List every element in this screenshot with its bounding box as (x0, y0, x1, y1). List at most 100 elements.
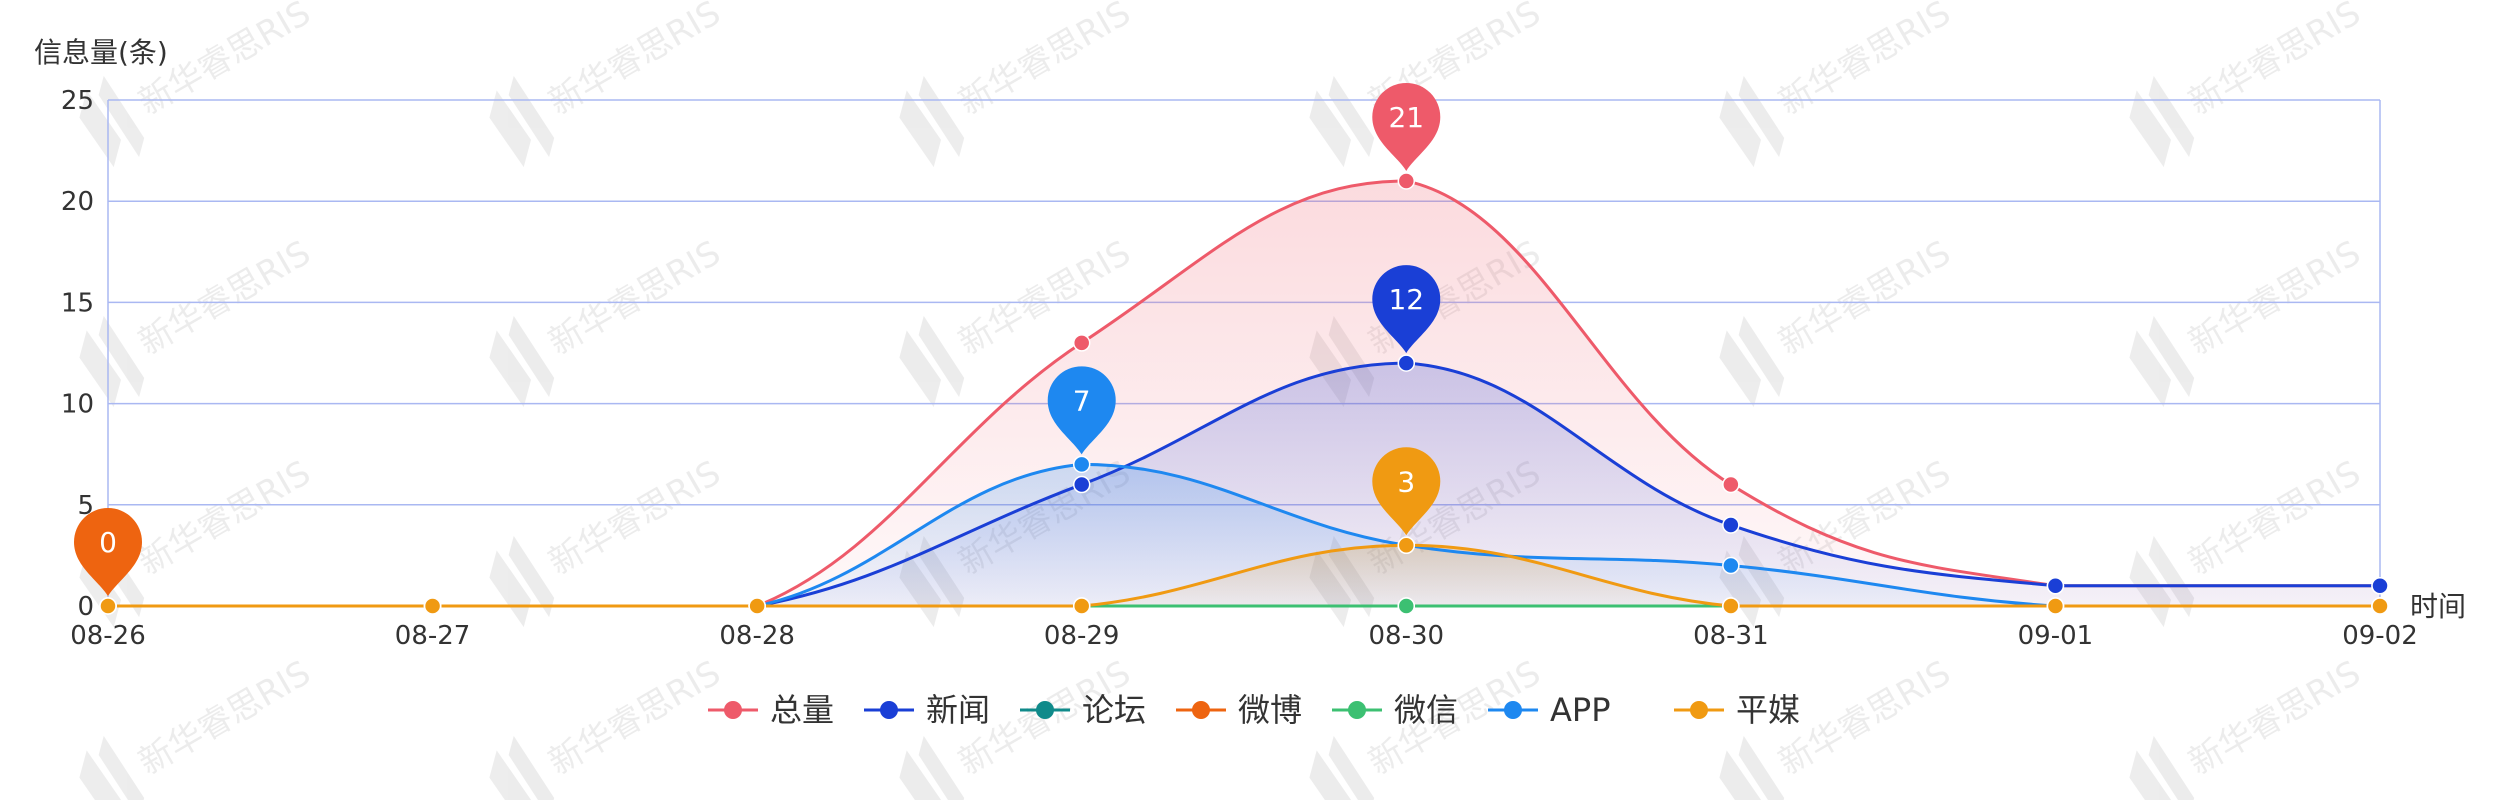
watermark-logo (79, 75, 145, 168)
legend-item-新闻: 新闻 (864, 691, 990, 729)
watermark-logo (2129, 735, 2195, 804)
area-layer (108, 180, 2380, 606)
watermark-text: 新华睿思RIS (132, 233, 318, 363)
watermark-text: 新华睿思RIS (2182, 653, 2368, 783)
data-point (1722, 475, 1740, 494)
watermark-logo (1719, 315, 1785, 408)
pin-marker (1047, 366, 1116, 455)
watermark: 新华睿思RIS (79, 653, 317, 804)
watermark-logo (79, 315, 145, 408)
y-axis-label: 信息量(条) (34, 36, 168, 69)
legend-dot (1036, 701, 1054, 719)
area-平媒 (108, 545, 2380, 606)
pin-label: 7 (1073, 384, 1091, 417)
data-point (2371, 597, 2389, 615)
data-point (99, 597, 117, 615)
watermark-text: 新华睿思RIS (2182, 0, 2368, 123)
max-pin-总量: 21 (1372, 82, 1441, 171)
watermark-text: 新华睿思RIS (542, 0, 728, 123)
legend-dot (880, 701, 898, 719)
data-point (748, 597, 766, 615)
data-point (1072, 334, 1091, 352)
watermark-logo (489, 75, 555, 168)
x-tick-label: 08-29 (1044, 621, 1120, 651)
watermark-text: 新华睿思RIS (2182, 233, 2368, 363)
area-新闻 (108, 363, 2380, 606)
legend-label: 微信 (1394, 691, 1458, 729)
y-tick-label: 15 (61, 288, 94, 318)
watermark-logo (489, 315, 555, 408)
data-point (2046, 577, 2065, 595)
legend-item-微博: 微博 (1176, 691, 1302, 729)
x-tick-label: 08-30 (1369, 621, 1445, 651)
x-axis-label: 时间 (2410, 590, 2466, 623)
watermark-logo (489, 535, 555, 628)
data-point (1397, 536, 1416, 555)
x-tick-label: 08-31 (1693, 621, 1769, 651)
data-point (1722, 516, 1740, 534)
data-point (1072, 475, 1091, 494)
data-point (1722, 556, 1740, 575)
x-tick-label: 09-01 (2018, 621, 2094, 651)
watermark-logo (1309, 735, 1375, 804)
watermark-logo (79, 735, 145, 804)
y-tick-label: 25 (61, 86, 94, 116)
watermark: 新华睿思RIS (489, 453, 727, 628)
watermark: 新华睿思RIS (2129, 233, 2368, 408)
legend-label: 微博 (1238, 691, 1302, 729)
pin-label: 21 (1388, 101, 1424, 134)
watermark-text: 新华睿思RIS (1772, 233, 1958, 363)
legend-dot (1690, 701, 1708, 719)
max-pin-微博: 0 (74, 508, 142, 596)
watermark: 新华睿思RIS (899, 0, 1137, 168)
y-tick-label: 10 (61, 390, 94, 420)
pin-marker (1372, 82, 1441, 171)
watermark: 新华睿思RIS (79, 0, 317, 168)
watermark-text: 新华睿思RIS (132, 453, 318, 583)
watermark-logo (1719, 735, 1785, 804)
pin-marker (1372, 265, 1441, 354)
watermark: 新华睿思RIS (489, 653, 727, 804)
legend-label: 平媒 (1736, 691, 1800, 729)
x-tick-label: 09-02 (2342, 621, 2418, 651)
x-tick-labels: 08-26 08-27 08-28 08-29 08-30 08-31 09-01 09-02 (70, 606, 2418, 651)
area-总量 (108, 180, 2380, 606)
watermark: 新华睿思RIS (489, 233, 727, 408)
watermark-logo (899, 735, 965, 804)
legend-item-论坛: 论坛 (1020, 691, 1146, 729)
legend-dot (1504, 701, 1522, 719)
watermark: 新华睿思RIS (2129, 653, 2368, 804)
legend: 总量 新闻 论坛 微博 微信 APP 平媒 (708, 691, 1800, 729)
pin-marker (1372, 447, 1441, 536)
x-tick-label: 08-27 (395, 621, 471, 651)
pin-marker (74, 508, 142, 596)
watermark-text: 新华睿思RIS (2182, 453, 2368, 583)
watermark: 新华睿思RIS (2129, 0, 2368, 168)
watermark-logo (1309, 75, 1375, 168)
data-point (1397, 597, 1416, 615)
watermark-logo (2129, 535, 2195, 628)
legend-label: APP (1550, 691, 1610, 729)
watermark-logo (2129, 75, 2195, 168)
y-tick-label: 20 (61, 187, 94, 217)
watermark: 新华睿思RIS (1309, 0, 1547, 168)
watermark: 新华睿思RIS (1719, 233, 1958, 408)
data-point (1072, 455, 1091, 474)
max-pin-APP: 7 (1047, 366, 1116, 455)
area-APP (108, 464, 2380, 606)
pin-label: 3 (1397, 465, 1415, 498)
watermark-logo (899, 315, 965, 408)
pin-label: 0 (99, 526, 117, 559)
watermark-text: 新华睿思RIS (1772, 0, 1958, 123)
legend-item-总量: 总量 (708, 691, 834, 729)
line-layer (108, 179, 2380, 608)
point-layer (99, 172, 2389, 615)
watermark-logo (1719, 75, 1785, 168)
data-point (2371, 577, 2389, 595)
watermark-logo (2129, 315, 2195, 408)
legend-dot (1348, 701, 1366, 719)
legend-item-平媒: 平媒 (1674, 691, 1800, 729)
